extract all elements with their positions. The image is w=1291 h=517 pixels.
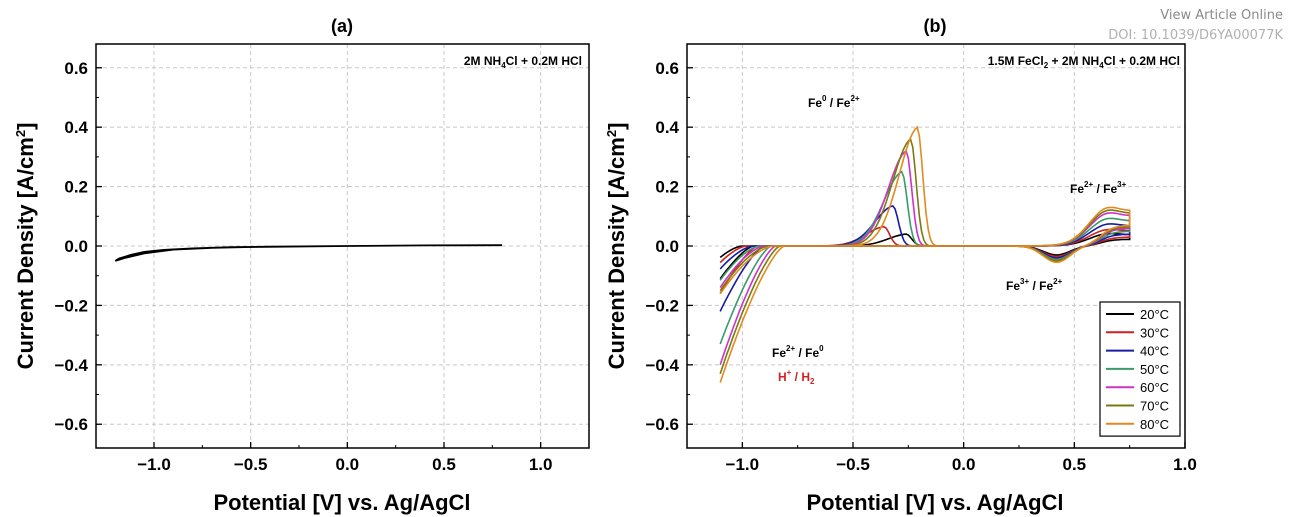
panel-a-series (114, 244, 503, 262)
legend-label: 50°C (1140, 362, 1169, 377)
ytick-label: 0.4 (64, 118, 88, 137)
panel-a-frame (95, 43, 590, 449)
panel-b-frame (686, 43, 1186, 449)
panel-a-xlabel: Potential [V] vs. Ag/AgCl (213, 490, 470, 515)
panel-b-series (719, 125, 1131, 383)
ytick-label: −0.2 (645, 296, 679, 315)
series-line (114, 244, 503, 262)
watermark: View Article Online DOI: 10.1039/D6YA000… (1108, 6, 1283, 46)
xtick-label: 0.5 (432, 455, 456, 474)
panel-a-ticks: −0.6 −0.4 −0.2 0.0 0.2 0.4 0.6 −1.0 −0.5 0.0 0.5 1.… (54, 59, 552, 474)
xtick-label: −0.5 (234, 455, 268, 474)
doi-text: DOI: 10.1039/D6YA00077K (1108, 28, 1283, 43)
ytick-label: 0.6 (655, 59, 679, 78)
xtick-label: 1.0 (1173, 455, 1197, 474)
panel-b-legend: 20°C 30°C 40°C 50°C 60°C 70°C 80°C (1099, 301, 1181, 437)
panel-b-ticks: −0.6 −0.4 −0.2 0.0 0.2 0.4 0.6 −1.0 −0.5 0.0 0.5 1.… (645, 59, 1196, 474)
panel-b: (b) −0.6 −0.4 −0.2 0.0 0.2 0.4 0.6 −1.0 −0.5 0.0 0… (604, 16, 1197, 515)
legend-label: 70°C (1140, 399, 1169, 414)
ytick-label: 0.0 (64, 237, 88, 256)
ytick-label: 0.4 (655, 118, 679, 137)
xtick-label: 0.5 (1063, 455, 1087, 474)
legend-label: 40°C (1140, 344, 1169, 359)
panel-a-title: (a) (331, 16, 353, 36)
legend-label: 60°C (1140, 380, 1169, 395)
panel-b-title: (b) (924, 16, 947, 36)
series-line-80 (719, 125, 1131, 383)
xtick-label: 0.0 (336, 455, 360, 474)
panel-b-ylabel: Current Density [A/cm2] (604, 123, 629, 370)
legend-label: 30°C (1140, 325, 1169, 340)
panel-a-annotation: 2M NH4Cl + 0.2M HCl (464, 54, 582, 70)
legend-label: 20°C (1140, 307, 1169, 322)
panel-b-electrolyte: 1.5M FeCl2 + 2M NH4Cl + 0.2M HCl (988, 54, 1180, 70)
annotation-fe0-fe2: Fe0 / Fe2+ (808, 94, 860, 110)
ytick-label: 0.0 (655, 237, 679, 256)
series-line-30 (719, 225, 1131, 294)
ytick-label: 0.2 (64, 178, 88, 197)
panel-a: (a) −0.6 −0.4 −0.2 0.0 0.2 0.4 0.6 −1.0 −0.5 0.0 0… (13, 16, 590, 515)
ytick-label: 0.6 (64, 59, 88, 78)
xtick-label: −0.5 (836, 455, 870, 474)
xtick-label: −1.0 (726, 455, 760, 474)
ytick-label: 0.2 (655, 178, 679, 197)
panel-a-ylabel: Current Density [A/cm2] (13, 123, 38, 370)
ytick-label: −0.2 (54, 296, 88, 315)
series-line-40 (719, 204, 1131, 312)
xtick-label: 1.0 (529, 455, 553, 474)
xtick-label: −1.0 (137, 455, 171, 474)
xtick-label: 0.0 (952, 455, 976, 474)
annotation-fe2-fe3: Fe2+ / Fe3+ (1070, 180, 1127, 196)
view-article-link[interactable]: View Article Online (1160, 8, 1283, 23)
panel-b-xlabel: Potential [V] vs. Ag/AgCl (806, 490, 1063, 515)
annotation-fe2-fe0: Fe2+ / Fe0 (772, 344, 824, 360)
ytick-label: −0.4 (645, 356, 679, 375)
legend-label: 80°C (1140, 417, 1169, 432)
annotation-h-h2: H+ / H2 (778, 368, 815, 386)
ytick-label: −0.6 (54, 415, 88, 434)
ytick-label: −0.6 (645, 415, 679, 434)
annotation-fe3-fe2: Fe3+ / Fe2+ (1006, 277, 1063, 293)
ytick-label: −0.4 (54, 356, 88, 375)
